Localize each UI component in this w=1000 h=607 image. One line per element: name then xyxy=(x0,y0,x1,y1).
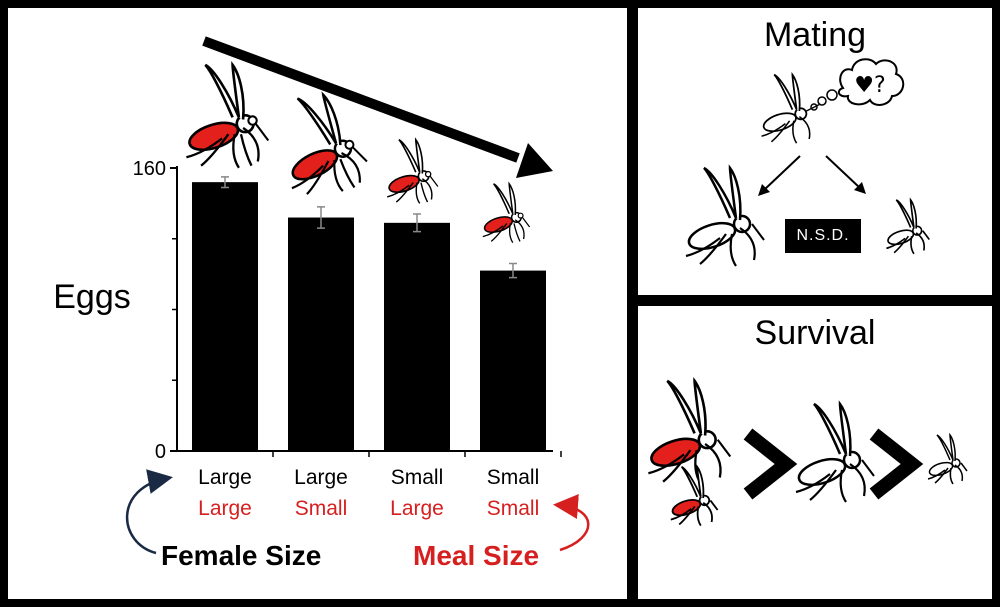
category-female-label: Large xyxy=(198,466,252,489)
greater-than-icon xyxy=(869,428,924,500)
decreasing-trend-arrow-icon xyxy=(202,36,553,178)
error-bar-3 xyxy=(413,213,421,233)
survival-title: Survival xyxy=(754,314,876,352)
female-size-arrow-icon xyxy=(125,469,173,555)
category-meal-label: Large xyxy=(198,497,252,520)
arrow-right-down-icon xyxy=(825,155,861,189)
category-meal-label: Small xyxy=(487,497,540,520)
nsd-badge: N.S.D. xyxy=(785,219,861,253)
thought-text: ♥? xyxy=(854,73,885,98)
bar-2 xyxy=(288,217,354,451)
error-bar-1 xyxy=(221,176,229,189)
mosquito-icon-large-fed xyxy=(648,376,732,485)
y-ticks: 0 160 xyxy=(133,158,177,463)
mating-diagram: ♥? xyxy=(685,58,930,267)
mosquito-icon-male xyxy=(761,71,821,144)
category-female-label: Small xyxy=(487,466,540,489)
mosquito-icon-small-large xyxy=(386,138,439,205)
arrow-left-down-icon xyxy=(763,155,801,191)
category-meal-label: Large xyxy=(390,497,444,520)
error-bar-4 xyxy=(509,262,517,279)
bar-1 xyxy=(192,182,258,451)
mating-title: Mating xyxy=(763,16,867,54)
category-meal-label: Small xyxy=(295,497,348,520)
mosquito-icon-small-fed xyxy=(670,464,719,527)
mosquito-icon-unfed-large xyxy=(795,400,875,503)
error-bar-2 xyxy=(317,206,325,229)
thought-bubble-icon xyxy=(810,58,905,111)
y-tick-label: 160 xyxy=(133,158,166,180)
mosquito-icon-small-small xyxy=(481,183,531,244)
category-labels: Large Large Large Small Small Large Small Small xyxy=(198,451,562,520)
mosquito-icon-large-small xyxy=(278,88,372,200)
category-female-label: Small xyxy=(391,466,444,489)
mosquito-icon-unfed-small xyxy=(927,432,968,485)
female-size-legend: Female Size xyxy=(161,540,321,571)
mating-panel: Mating ♥? xyxy=(638,8,992,295)
greater-than-icon xyxy=(743,428,798,500)
y-axis-label: Eggs xyxy=(53,278,131,316)
mosquito-icon-small-female xyxy=(886,197,930,255)
survival-diagram xyxy=(648,376,968,527)
meal-size-arrow-icon xyxy=(553,494,590,552)
y-tick-label: 0 xyxy=(155,441,166,463)
survival-panel: Survival xyxy=(638,306,992,599)
mosquito-icon-large-large xyxy=(184,63,270,170)
meal-size-legend: Meal Size xyxy=(413,540,539,571)
mosquito-icon-large-female xyxy=(685,164,765,267)
bar-3 xyxy=(384,222,450,451)
bar-4 xyxy=(480,270,546,451)
category-female-label: Large xyxy=(294,466,348,489)
bars-group xyxy=(192,176,546,451)
egg-chart-panel: 0 160 Eggs Large Large Large Small Small Large… xyxy=(8,8,627,599)
